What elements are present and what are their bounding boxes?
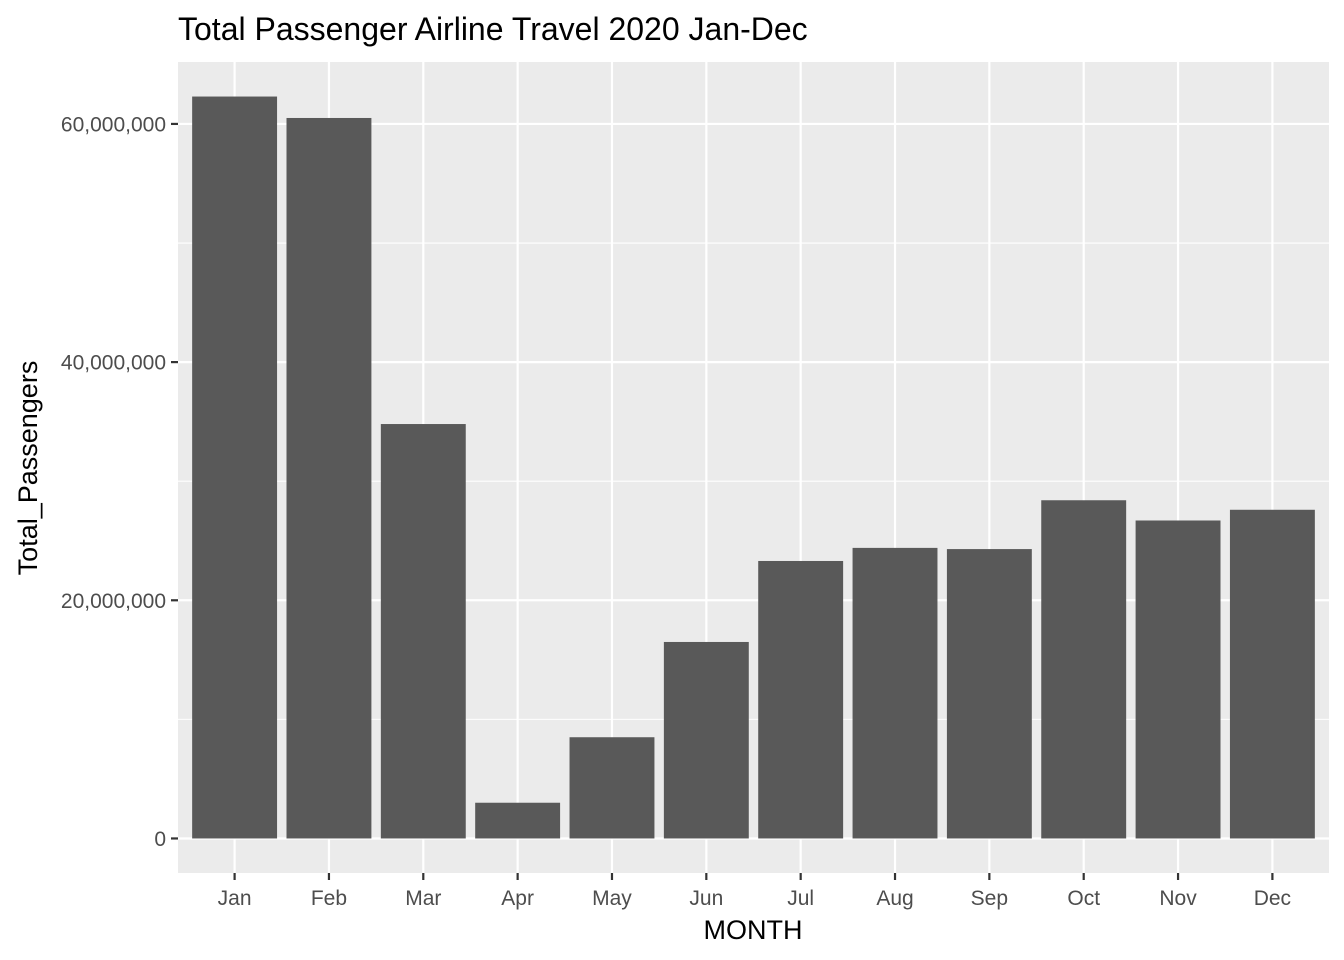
bar-nov xyxy=(1135,520,1221,839)
x-axis-title: MONTH xyxy=(704,915,803,945)
bar-jun xyxy=(663,641,749,839)
chart-title: Total Passenger Airline Travel 2020 Jan-… xyxy=(178,11,808,47)
bar-apr xyxy=(475,802,561,839)
y-axis-title: Total_Passengers xyxy=(13,361,43,576)
y-tick-label: 40,000,000 xyxy=(61,352,166,375)
x-tick-label: Aug xyxy=(876,887,913,910)
x-tick-label: Feb xyxy=(311,887,347,910)
y-tick-label: 20,000,000 xyxy=(61,590,166,613)
x-tick-label: Dec xyxy=(1254,887,1291,910)
x-tick-label: Oct xyxy=(1067,887,1100,910)
y-axis: 0 20,000,000 40,000,000 60,000,000 xyxy=(61,113,178,851)
x-axis: Jan Feb Mar Apr May Jun Jul Aug Sep Oct Nov Dec xyxy=(218,873,1291,910)
x-tick-label: Nov xyxy=(1159,887,1197,910)
x-tick-label: Sep xyxy=(971,887,1008,910)
x-tick-label: Mar xyxy=(405,887,441,910)
x-tick-label: Jul xyxy=(787,887,814,910)
bar-jul xyxy=(758,560,844,839)
bar-feb xyxy=(286,117,372,839)
x-tick-label: May xyxy=(592,887,632,910)
y-tick-label: 60,000,000 xyxy=(61,113,166,136)
bar-mar xyxy=(380,424,466,839)
bar-aug xyxy=(852,547,938,839)
x-tick-label: Apr xyxy=(501,887,534,910)
bar-dec xyxy=(1229,509,1315,839)
x-tick-label: Jan xyxy=(218,887,252,910)
bar-oct xyxy=(1041,500,1127,839)
x-tick-label: Jun xyxy=(689,887,723,910)
bar-jan xyxy=(192,96,278,839)
bar-sep xyxy=(946,549,1032,839)
y-tick-label: 0 xyxy=(154,828,166,851)
bar-may xyxy=(569,737,655,839)
bars xyxy=(192,96,1315,839)
